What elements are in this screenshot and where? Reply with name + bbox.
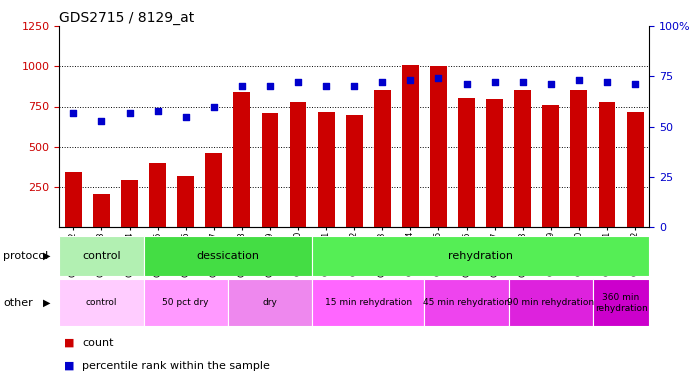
Text: 90 min rehydration: 90 min rehydration (507, 298, 595, 307)
Text: ■: ■ (64, 361, 74, 370)
Point (348, 84, 359, 90)
Bar (599, 102, 616, 227)
Point (602, 80, 613, 86)
Bar (59, 236, 144, 276)
Text: dessication: dessication (196, 251, 260, 261)
Bar (627, 112, 644, 227)
Point (237, 84, 248, 90)
Point (208, 104, 219, 110)
Bar (312, 279, 424, 326)
Text: 15 min rehydration: 15 min rehydration (325, 298, 412, 307)
Text: percentile rank within the sample: percentile rank within the sample (82, 361, 270, 370)
Text: protocol: protocol (3, 251, 49, 261)
Text: ▶: ▶ (43, 251, 51, 261)
Point (265, 84, 276, 90)
Bar (59, 279, 144, 326)
Text: ■: ■ (64, 338, 74, 348)
Text: count: count (82, 338, 114, 348)
Text: 50 pct dry: 50 pct dry (163, 298, 209, 307)
Point (320, 84, 332, 90)
Text: 45 min rehydration: 45 min rehydration (423, 298, 510, 307)
Bar (144, 236, 312, 276)
Point (180, 114, 191, 120)
Bar (65, 172, 82, 227)
Bar (458, 99, 475, 227)
Bar (262, 113, 279, 227)
Text: dry: dry (262, 298, 277, 307)
Bar (570, 90, 587, 227)
Point (433, 75, 444, 81)
Point (377, 80, 388, 86)
Point (630, 81, 641, 87)
Bar (149, 164, 166, 227)
Bar (228, 279, 312, 326)
Bar (233, 92, 251, 227)
Bar (487, 99, 503, 227)
Bar (424, 279, 509, 326)
Bar (509, 279, 593, 326)
Bar (121, 180, 138, 227)
Bar (144, 279, 228, 326)
Point (573, 77, 584, 83)
Bar (312, 236, 649, 276)
Bar (402, 65, 419, 227)
Point (68, 110, 79, 116)
Point (461, 81, 472, 87)
Bar (318, 112, 334, 227)
Bar (430, 66, 447, 227)
Bar (205, 153, 222, 227)
Text: 360 min
rehydration: 360 min rehydration (595, 293, 648, 312)
Point (152, 108, 163, 114)
Text: other: other (3, 298, 34, 308)
Bar (542, 105, 559, 227)
Text: control: control (82, 251, 121, 261)
Point (545, 81, 556, 87)
Bar (593, 279, 649, 326)
Bar (177, 176, 194, 227)
Point (292, 80, 304, 86)
Point (405, 77, 416, 83)
Point (124, 110, 135, 116)
Point (489, 80, 500, 86)
Bar (346, 114, 363, 227)
Point (96, 117, 107, 123)
Text: GDS2715 / 8129_at: GDS2715 / 8129_at (59, 11, 195, 25)
Text: control: control (86, 298, 117, 307)
Point (517, 80, 528, 86)
Bar (93, 194, 110, 227)
Text: rehydration: rehydration (448, 251, 513, 261)
Bar (374, 90, 391, 227)
Text: ▶: ▶ (43, 298, 51, 308)
Bar (290, 102, 306, 227)
Bar (514, 90, 531, 227)
